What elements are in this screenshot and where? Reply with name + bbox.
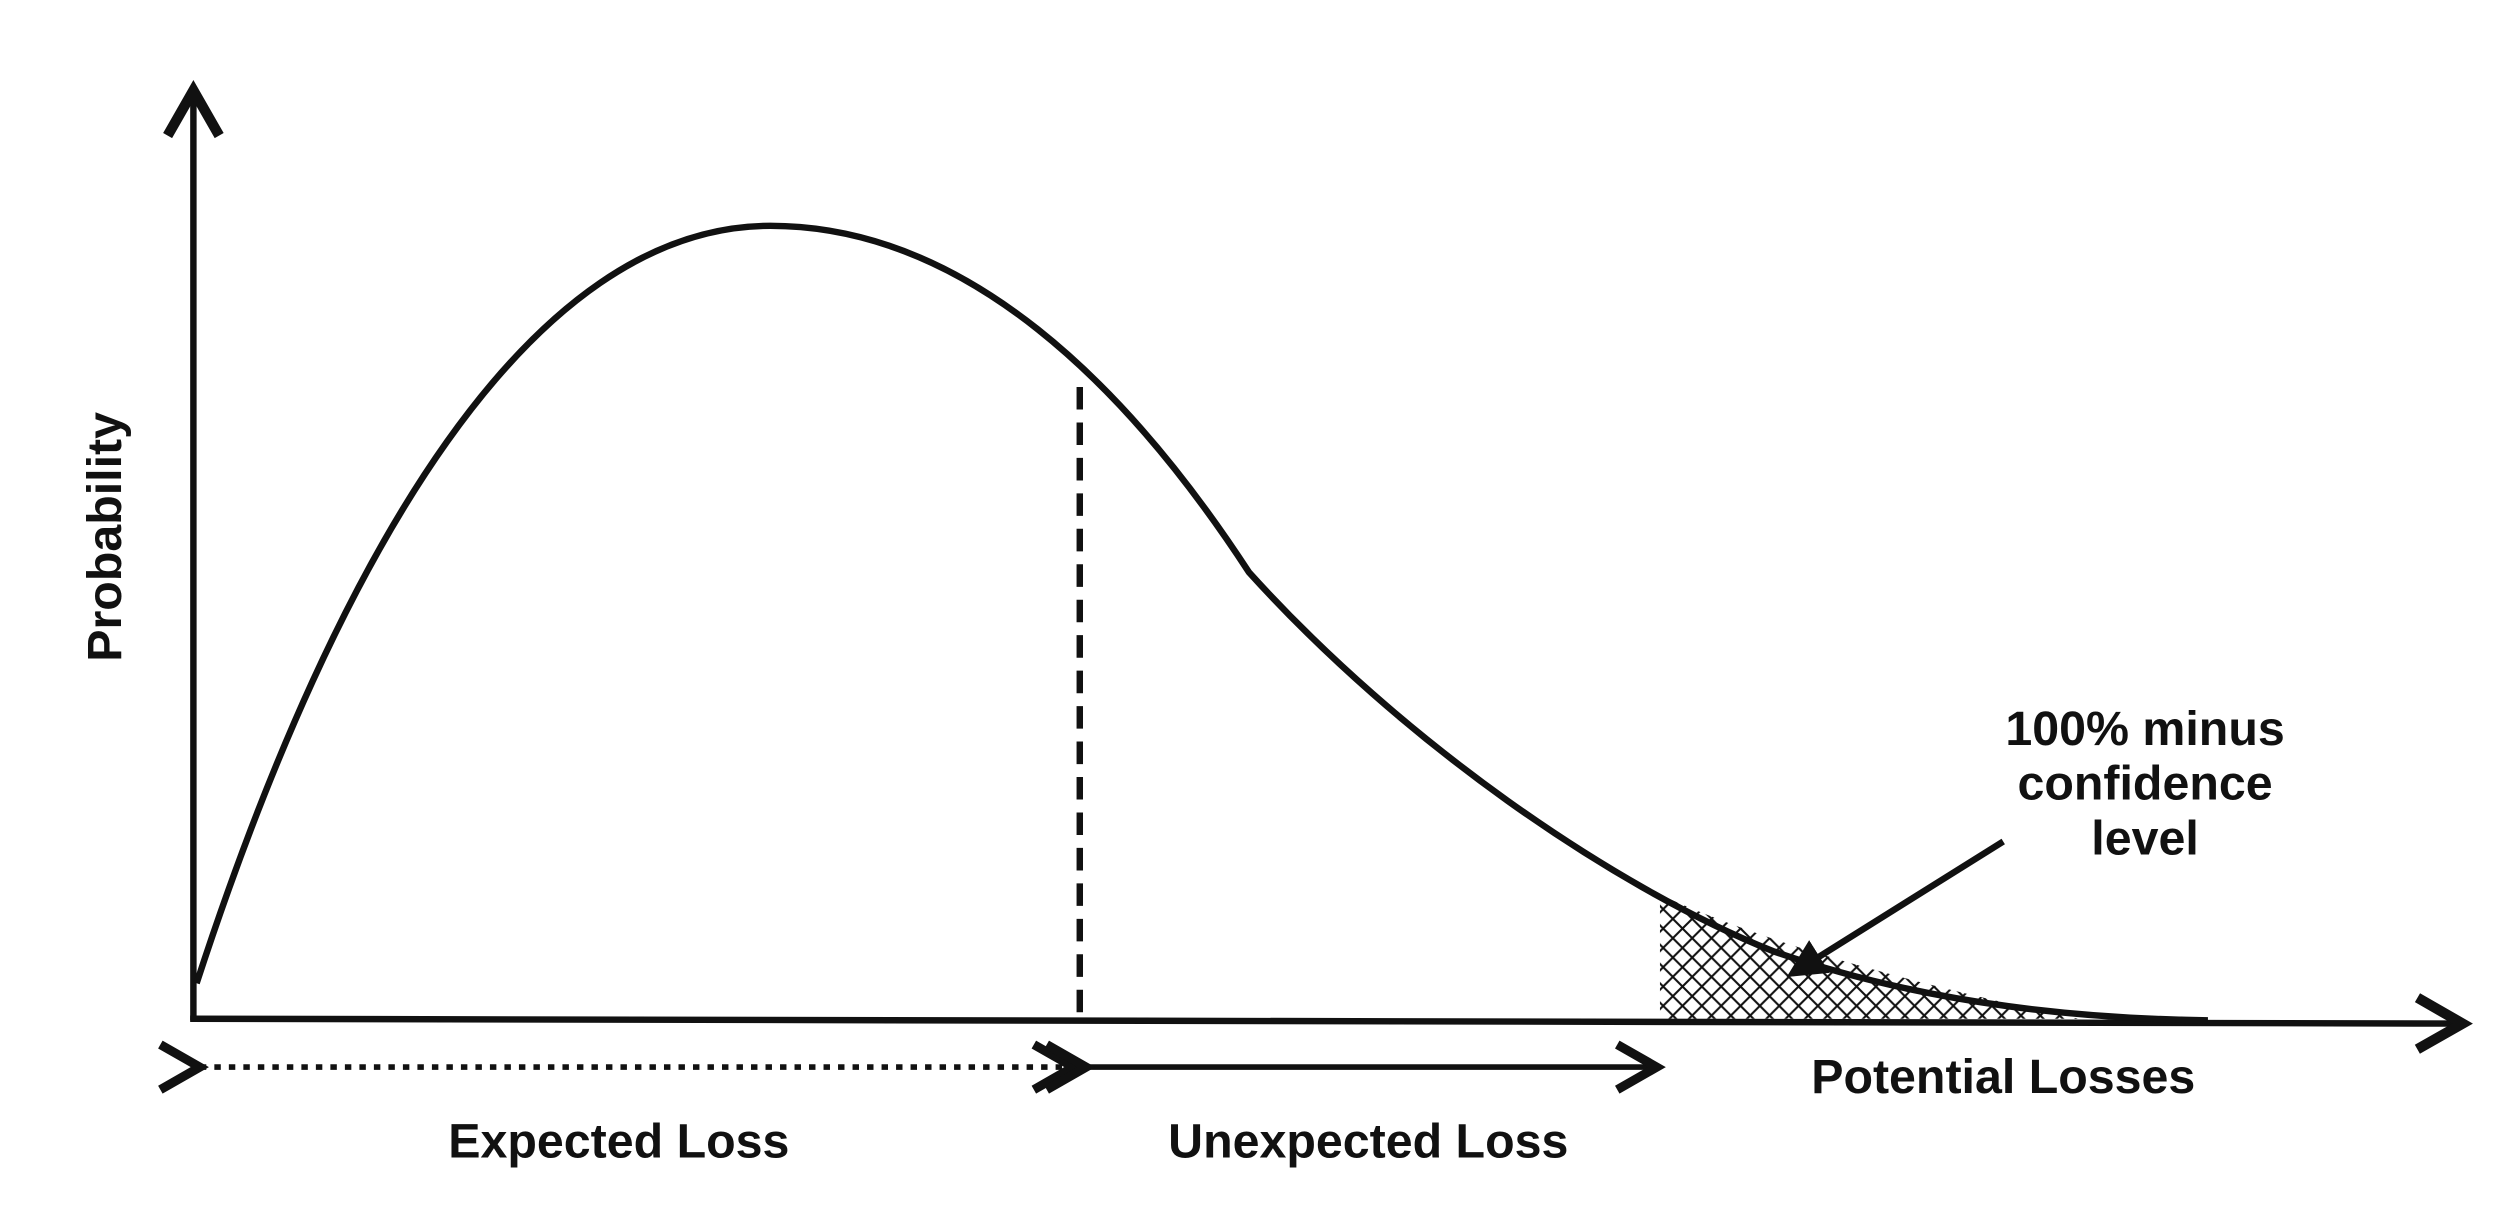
y-axis-label: Probability bbox=[78, 412, 132, 662]
x-axis bbox=[190, 993, 2473, 1054]
x-axis-label: Potential Losses bbox=[1811, 1050, 2195, 1104]
segment-label: Expected Loss bbox=[448, 1114, 789, 1168]
loss-curve bbox=[193, 222, 2208, 1024]
segment-label: Unexpected Loss bbox=[1168, 1114, 1568, 1168]
annotation-arrow bbox=[1786, 838, 2005, 978]
annotation-line: confidence bbox=[2017, 757, 2272, 811]
tail-area bbox=[1659, 894, 2079, 1019]
annotation-line: 100% minus bbox=[2005, 702, 2284, 756]
annotation-line: level bbox=[2091, 811, 2199, 865]
